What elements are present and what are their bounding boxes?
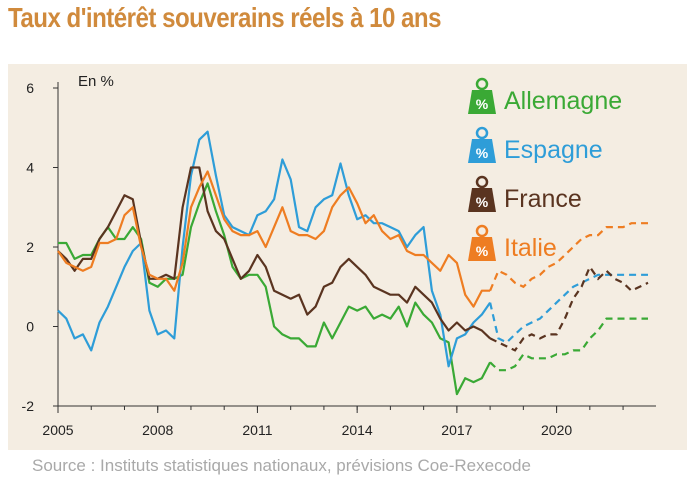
axes: 6 4 2 0 -2 2005 2008 2011 2014 2017 2020 En % xyxy=(22,73,656,438)
percent-weight-icon: % xyxy=(468,224,496,261)
x-tick-label: 2011 xyxy=(242,422,272,438)
legend-label-espagne: Espagne xyxy=(504,136,603,164)
y-tick-label: 4 xyxy=(26,160,34,176)
series-forecast-espagne xyxy=(489,273,648,344)
x-tick-label: 2017 xyxy=(441,422,472,438)
legend: % Allemagne% Espagne% France% Italie xyxy=(468,77,622,262)
series-line-france xyxy=(57,166,491,340)
series-line-italie xyxy=(57,170,491,308)
series-line-espagne xyxy=(57,130,492,368)
chart-panel: 6 4 2 0 -2 2005 2008 2011 2014 2017 2020 En % % Alle… xyxy=(8,64,687,450)
x-tick-label: 2005 xyxy=(42,422,73,438)
series-line-allemagne xyxy=(58,182,492,396)
svg-text:%: % xyxy=(476,194,489,210)
x-tick-label: 2014 xyxy=(342,422,373,438)
source-note: Source : Instituts statistiques nationau… xyxy=(32,456,531,475)
x-tick-label: 2020 xyxy=(541,422,572,438)
svg-text:%: % xyxy=(476,243,489,259)
legend-label-france: France xyxy=(504,185,582,213)
y-axis-label: En % xyxy=(78,73,114,90)
svg-text:%: % xyxy=(476,145,489,161)
chart-title: Taux d'intérêt souverains réels à 10 ans xyxy=(8,2,442,33)
y-tick-label: 6 xyxy=(26,80,34,96)
y-tick-label: 2 xyxy=(26,239,34,255)
chart-canvas: 6 4 2 0 -2 2005 2008 2011 2014 2017 2020 En % % Alle… xyxy=(22,73,656,438)
y-tick-label: -2 xyxy=(22,398,35,414)
percent-weight-icon: % xyxy=(468,126,496,163)
series-forecast-france xyxy=(489,264,649,352)
percent-weight-icon: % xyxy=(468,77,496,114)
svg-text:%: % xyxy=(476,96,489,112)
series-forecast-italie xyxy=(489,222,648,292)
x-tick-label: 2008 xyxy=(142,422,173,438)
series-forecast-allemagne xyxy=(489,317,648,372)
y-tick-label: 0 xyxy=(26,319,34,335)
legend-label-allemagne: Allemagne xyxy=(504,87,622,115)
legend-label-italie: Italie xyxy=(504,234,557,262)
percent-weight-icon: % xyxy=(468,175,496,212)
series-lines xyxy=(57,130,649,396)
